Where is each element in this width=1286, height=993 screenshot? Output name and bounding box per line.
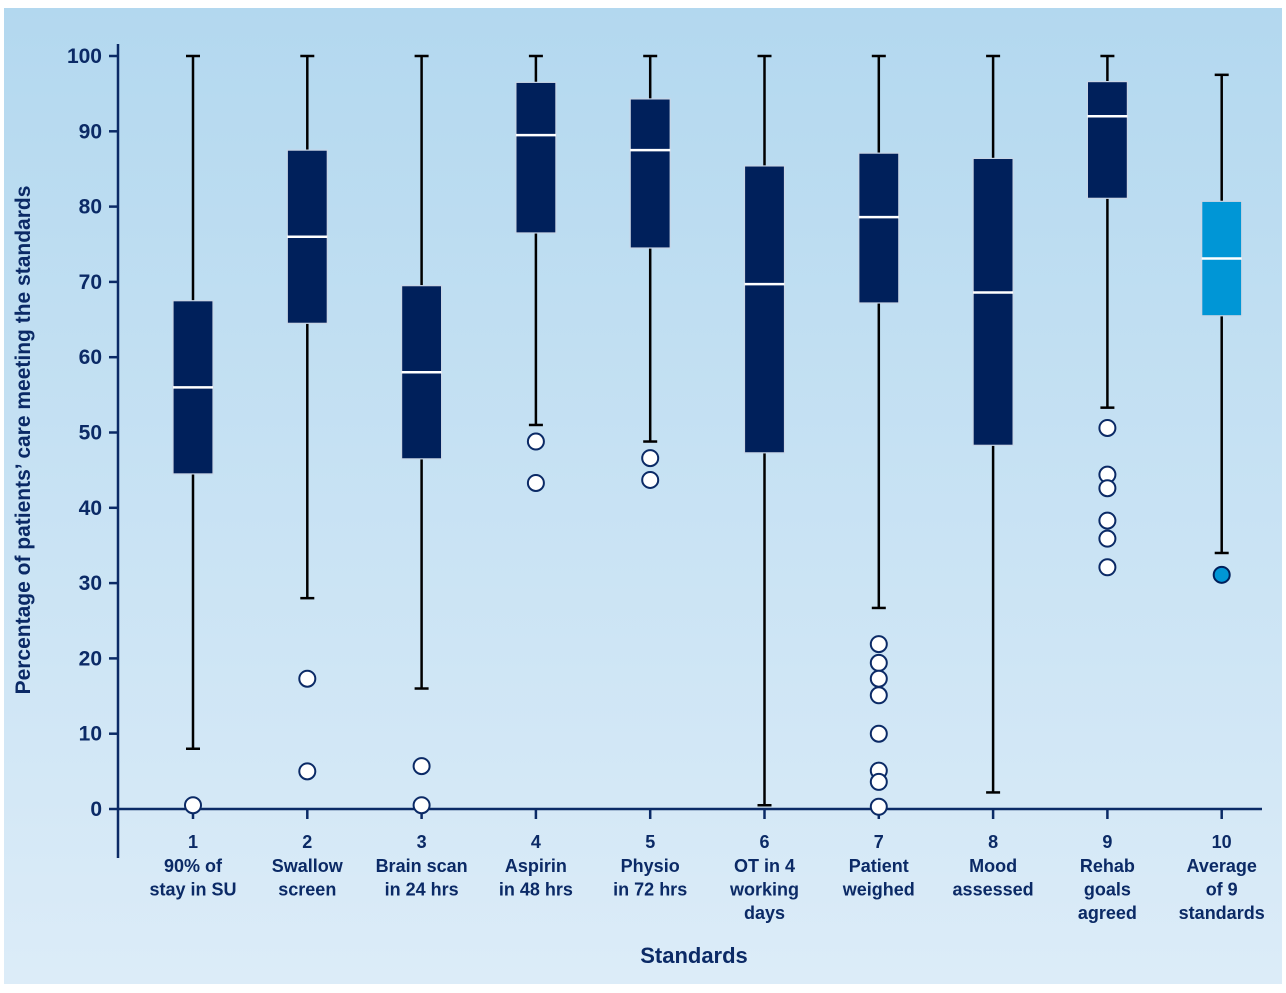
x-tick-number: 10 (1212, 832, 1232, 852)
y-tick-label: 10 (79, 723, 102, 746)
outlier-point (641, 449, 660, 468)
y-tick-label: 0 (90, 798, 102, 821)
x-tick-label: screen (278, 880, 336, 900)
outlier-point (869, 635, 888, 654)
box (629, 98, 671, 249)
outlier-point (869, 797, 888, 816)
x-tick-number: 1 (188, 832, 198, 852)
x-tick-label: agreed (1078, 903, 1137, 923)
x-tick-label: Mood (969, 856, 1017, 876)
y-tick-label: 90 (79, 120, 102, 143)
outlier-point (869, 686, 888, 705)
outlier-point (1098, 479, 1117, 498)
x-tick-label: goals (1084, 880, 1131, 900)
outlier-point (412, 757, 431, 776)
x-tick-number: 8 (988, 832, 998, 852)
x-tick-number: 5 (645, 832, 655, 852)
outlier-point (641, 470, 660, 489)
box (858, 152, 900, 304)
outlier-point (526, 473, 545, 492)
y-tick-label: 20 (79, 647, 102, 670)
x-tick-number: 3 (417, 832, 427, 852)
x-tick-label: in 24 hrs (385, 880, 459, 900)
x-tick-label: Average (1187, 856, 1257, 876)
outlier-point (412, 796, 431, 815)
plot-area: 0 10 20 30 40 50 60 70 80 90 100 1 90% of stay in SU 2… (67, 44, 1265, 923)
x-tick-label: days (744, 903, 785, 923)
x-tick-number: 4 (531, 832, 541, 852)
outlier-point (1098, 511, 1117, 530)
x-tick-label: Aspirin (505, 856, 567, 876)
x-tick-label: standards (1179, 903, 1265, 923)
outlier-point (298, 669, 317, 688)
y-tick-label: 70 (79, 271, 102, 294)
x-tick-label: working (729, 880, 799, 900)
outlier-point (869, 653, 888, 672)
y-axis-label: Percentage of patients’ care meeting the… (12, 186, 35, 695)
box (515, 81, 557, 234)
box (1086, 81, 1129, 199)
x-tick-label: Patient (849, 856, 909, 876)
x-tick-label: in 72 hrs (613, 880, 687, 900)
x-tick-label: Brain scan (376, 856, 468, 876)
outlier-point (1098, 529, 1117, 548)
x-tick-label: weighed (842, 880, 915, 900)
y-tick-label: 30 (79, 572, 102, 595)
y-tick-label: 80 (79, 196, 102, 219)
outlier-point (869, 669, 888, 688)
x-tick-label: stay in SU (149, 880, 236, 900)
outlier-point (1212, 565, 1231, 584)
x-tick-number: 6 (759, 832, 769, 852)
x-tick-label: Rehab (1080, 856, 1135, 876)
box (743, 165, 786, 454)
outlier-point (1098, 418, 1117, 437)
outlier-point (298, 762, 317, 781)
y-tick-label: 40 (79, 497, 102, 520)
outlier-point (526, 432, 545, 451)
x-tick-label: 90% of (164, 856, 223, 876)
x-tick-label: Physio (621, 856, 680, 876)
x-tick-number: 9 (1102, 832, 1112, 852)
x-axis-label: Standards (640, 943, 748, 968)
outlier-point (184, 796, 202, 815)
x-tick-label: in 48 hrs (499, 880, 573, 900)
x-tick-number: 7 (874, 832, 884, 852)
outlier-point (869, 724, 888, 743)
outlier-point (869, 772, 888, 791)
x-tick-label: of 9 (1206, 880, 1238, 900)
outlier-point (1098, 558, 1117, 577)
x-tick-label: Swallow (272, 856, 344, 876)
box (972, 157, 1014, 446)
x-tick-label: OT in 4 (734, 856, 795, 876)
y-tick-label: 50 (79, 422, 102, 445)
x-tick-number: 2 (302, 832, 312, 852)
y-tick-label: 60 (79, 346, 102, 369)
y-tick-label: 100 (67, 45, 102, 68)
x-tick-label: assessed (953, 880, 1034, 900)
